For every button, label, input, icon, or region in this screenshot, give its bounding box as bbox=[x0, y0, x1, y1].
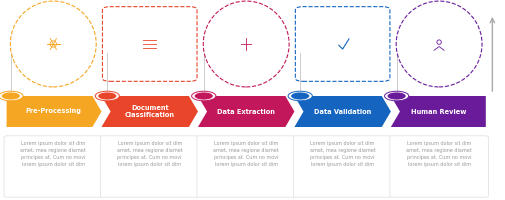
Text: Lorem ipsum dolor sit dim
amet, mea regione diamet
principes at. Cum no movi
lor: Lorem ipsum dolor sit dim amet, mea regi… bbox=[20, 141, 86, 167]
Polygon shape bbox=[391, 96, 486, 127]
Circle shape bbox=[191, 91, 216, 101]
FancyBboxPatch shape bbox=[293, 136, 392, 197]
Polygon shape bbox=[294, 96, 391, 127]
Text: Document
Classification: Document Classification bbox=[125, 105, 175, 118]
Text: Data Validation: Data Validation bbox=[314, 108, 371, 114]
Circle shape bbox=[2, 92, 20, 100]
Circle shape bbox=[291, 92, 309, 100]
FancyBboxPatch shape bbox=[100, 136, 199, 197]
Circle shape bbox=[387, 92, 406, 100]
Text: Pre-Processing: Pre-Processing bbox=[25, 108, 81, 114]
Circle shape bbox=[194, 92, 213, 100]
Text: Lorem ipsum dolor sit dim
amet, mea regione diamet
principes at. Cum no movi
lor: Lorem ipsum dolor sit dim amet, mea regi… bbox=[406, 141, 472, 167]
Text: Lorem ipsum dolor sit dim
amet, mea regione diamet
principes at. Cum no movi
lor: Lorem ipsum dolor sit dim amet, mea regi… bbox=[310, 141, 376, 167]
Text: Lorem ipsum dolor sit dim
amet, mea regione diamet
principes at. Cum no movi
lor: Lorem ipsum dolor sit dim amet, mea regi… bbox=[213, 141, 279, 167]
Circle shape bbox=[0, 91, 23, 101]
Text: Human Review: Human Review bbox=[412, 108, 467, 114]
Circle shape bbox=[384, 91, 409, 101]
Text: Data Extraction: Data Extraction bbox=[217, 108, 275, 114]
Circle shape bbox=[98, 92, 116, 100]
Polygon shape bbox=[102, 96, 198, 127]
Circle shape bbox=[95, 91, 119, 101]
FancyBboxPatch shape bbox=[390, 136, 488, 197]
Circle shape bbox=[288, 91, 312, 101]
Text: Lorem ipsum dolor sit dim
amet, mea regione diamet
principes at. Cum no movi
lor: Lorem ipsum dolor sit dim amet, mea regi… bbox=[117, 141, 183, 167]
FancyBboxPatch shape bbox=[197, 136, 295, 197]
FancyBboxPatch shape bbox=[4, 136, 103, 197]
Polygon shape bbox=[198, 96, 294, 127]
Polygon shape bbox=[7, 96, 102, 127]
